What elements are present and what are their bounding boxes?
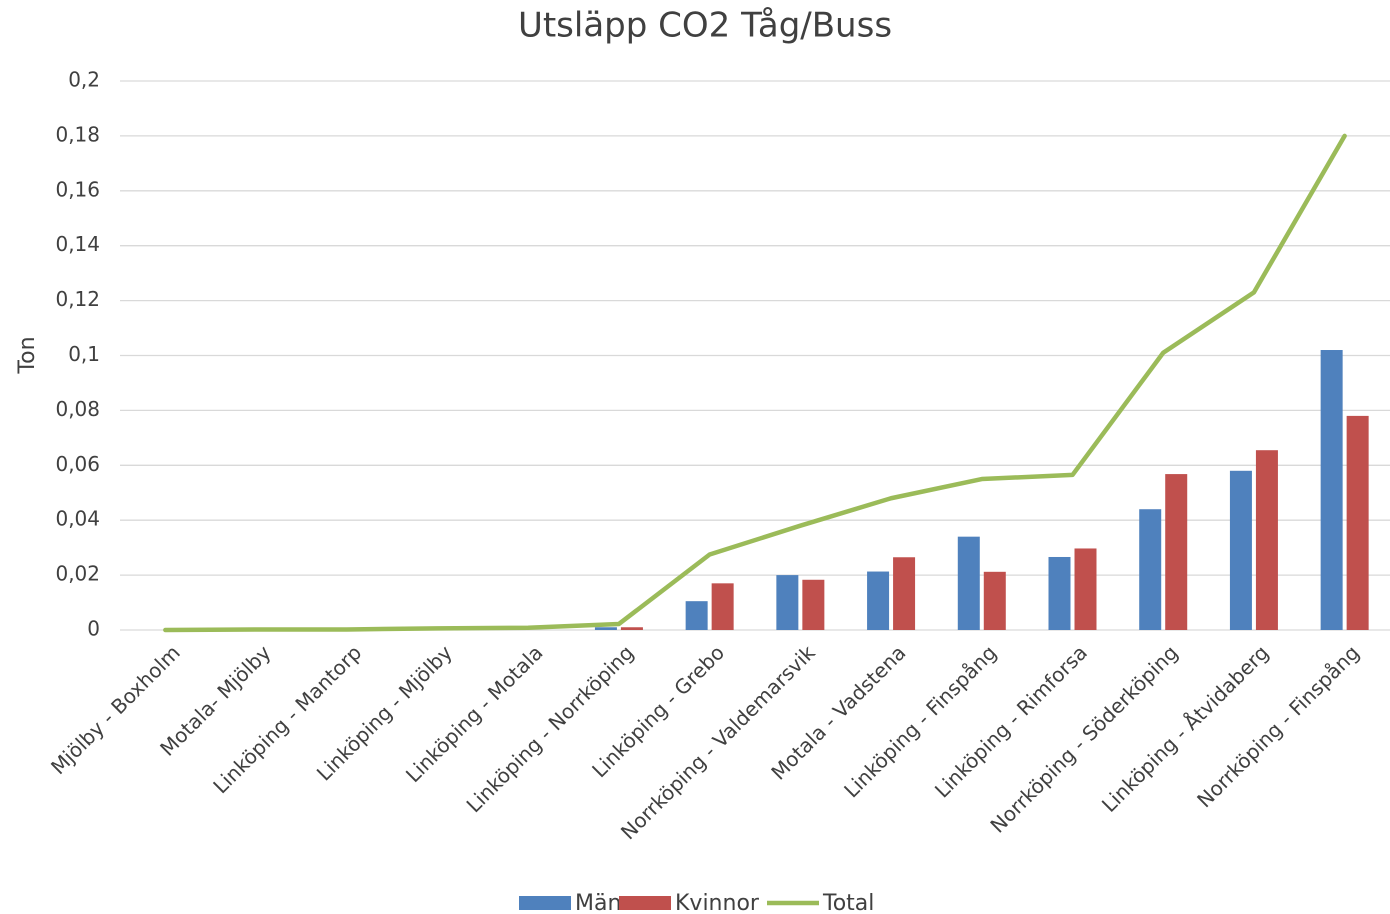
- legend-label: Kvinnor: [675, 891, 760, 914]
- legend-item: Män: [519, 891, 621, 914]
- x-tick-label: Linköping - Norrköping: [462, 640, 639, 817]
- legend-swatch: [619, 896, 671, 910]
- bar: [1229, 470, 1252, 630]
- legend-label: Total: [822, 891, 874, 914]
- x-tick-label: Norrköping - Finspång: [1192, 640, 1364, 812]
- y-axis-title: Ton: [15, 336, 40, 374]
- y-tick-label: 0,04: [55, 507, 100, 531]
- x-tick-label: Mjölby - Boxholm: [46, 640, 185, 779]
- bar: [776, 575, 799, 630]
- bar: [867, 571, 890, 630]
- bar: [957, 536, 980, 630]
- bar: [1346, 415, 1369, 630]
- bar: [1139, 509, 1162, 630]
- x-tick-label: Linköping - Åtvidaberg: [1097, 640, 1273, 816]
- bar: [594, 627, 617, 630]
- bar: [983, 571, 1006, 630]
- bar: [1048, 556, 1071, 630]
- bar: [1165, 474, 1188, 630]
- x-tick-label: Norrköping - Söderköping: [985, 640, 1182, 837]
- chart-title: Utsläpp CO2 Tåg/Buss: [518, 6, 892, 46]
- x-tick-label: Norrköping - Valdemarsvik: [616, 640, 820, 844]
- y-tick-label: 0,1: [68, 342, 100, 366]
- legend-item: Kvinnor: [619, 891, 760, 914]
- bar: [893, 557, 916, 630]
- legend-label: Män: [575, 891, 621, 914]
- y-tick-label: 0,14: [55, 232, 100, 256]
- y-tick-label: 0,02: [55, 562, 100, 586]
- x-tick-label: Linköping - Rimforsa: [930, 640, 1092, 802]
- bar: [802, 579, 825, 630]
- bar: [1255, 450, 1278, 630]
- line: [163, 133, 1347, 633]
- y-tick-label: 0: [87, 617, 100, 641]
- legend-item: Total: [767, 891, 874, 914]
- y-tick-label: 0,2: [68, 68, 100, 92]
- y-tick-label: 0,16: [55, 177, 100, 201]
- x-tick-label: Linköping - Finspång: [839, 640, 1001, 802]
- x-tick-label: Linköping - Mantorp: [208, 640, 366, 798]
- bar: [1320, 350, 1343, 630]
- bar: [685, 601, 708, 630]
- bar: [620, 627, 643, 630]
- y-tick-label: 0,12: [55, 287, 100, 311]
- y-tick-label: 0,08: [55, 397, 100, 421]
- y-tick-label: 0,06: [55, 452, 100, 476]
- bar: [1074, 548, 1097, 630]
- legend-swatch: [519, 896, 571, 910]
- bar: [711, 583, 734, 630]
- y-tick-label: 0,18: [55, 122, 100, 146]
